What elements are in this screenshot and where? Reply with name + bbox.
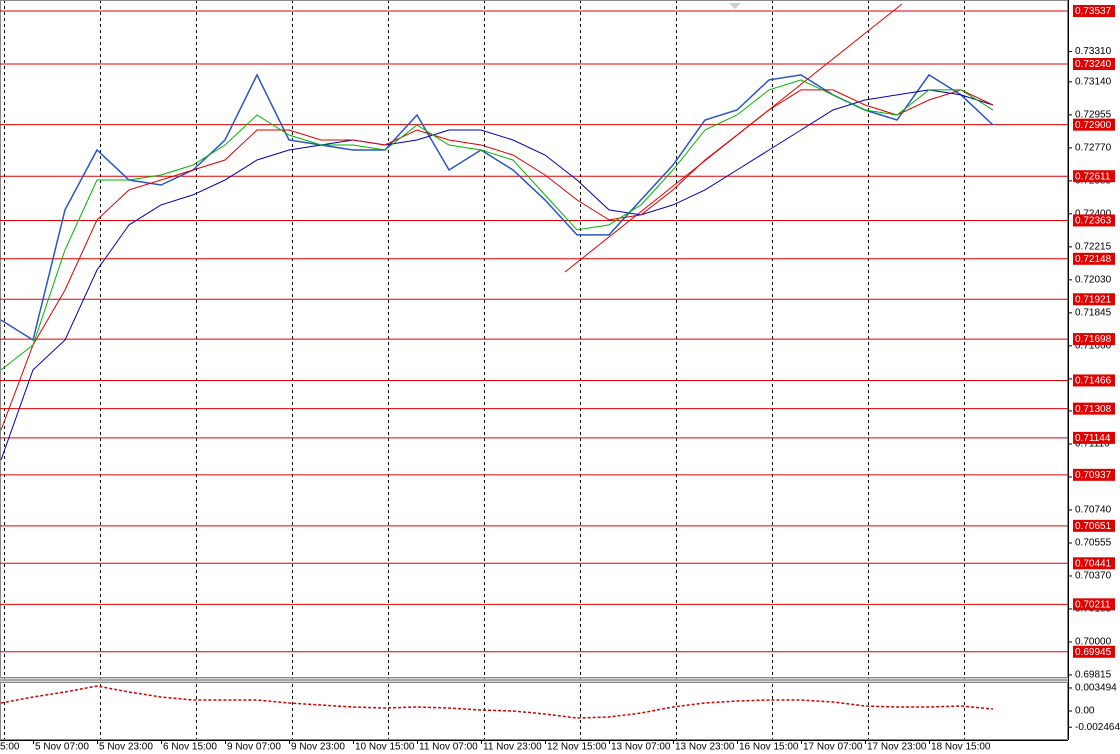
level-tag [1073,431,1115,444]
level-tag [1073,374,1115,387]
x-tick-label: 5:00 [0,742,20,753]
level-tag [1073,519,1115,532]
x-tick-label: 9 Nov 07:00 [227,742,281,753]
level-tag [1073,333,1115,346]
level-tag [1073,468,1115,481]
x-tick-label: 5 Nov 07:00 [35,742,89,753]
series-line [0,79,994,371]
y-tick-label: 0.003494 [1075,683,1117,694]
y-tick-label: 0.70370 [1075,571,1112,582]
x-tick-label: 13 Nov 23:00 [675,742,735,753]
level-label: 0.70937 [1075,470,1112,481]
x-tick-label: 12 Nov 15:00 [547,742,607,753]
y-tick-label: 0.71110 [1075,439,1110,450]
level-tag [1073,402,1115,415]
y-tick-label: -0.002464 [1075,722,1120,733]
y-tick-label: 0.72030 [1075,274,1112,285]
y-tick-label: 0.71660 [1075,340,1112,351]
x-tick-label: 10 Nov 15:00 [355,742,415,753]
level-label: 0.72148 [1075,254,1112,265]
level-label: 0.71144 [1075,433,1111,444]
y-tick-label: 0.71845 [1075,307,1112,318]
series-line [0,685,994,719]
y-tick-label: 0.69815 [1075,670,1112,681]
y-tick-label: 0.00 [1075,706,1095,717]
level-label: 0.69945 [1075,647,1112,658]
level-label: 0.72900 [1075,120,1112,131]
x-tick-label: 9 Nov 23:00 [291,742,345,753]
level-label: 0.70211 [1075,599,1111,610]
level-tag [1073,598,1115,611]
y-tick-label: 0.73140 [1075,76,1112,87]
y-tick-label: 0.73310 [1075,46,1112,57]
x-tick-label: 5 Nov 23:00 [99,742,153,753]
level-tag [1073,293,1115,306]
x-tick-label: 11 Nov 23:00 [483,742,542,753]
level-label: 0.71466 [1075,376,1112,387]
level-tag [1073,118,1115,131]
y-tick-label: 0.72400 [1075,208,1112,219]
shift-marker [729,3,741,9]
x-tick-label: 17 Nov 07:00 [803,742,863,753]
series-line [0,89,994,461]
y-tick-label: 0.72770 [1075,142,1112,153]
x-tick-label: 17 Nov 23:00 [867,742,927,753]
x-tick-label: 6 Nov 15:00 [163,742,217,753]
indicator-frame [0,682,1068,740]
level-tag [1073,58,1115,71]
y-tick-label: 0.70555 [1075,538,1112,549]
y-tick-label: 0.70000 [1075,637,1112,648]
level-tag [1073,252,1115,265]
level-tag [1073,214,1115,227]
x-tick-label: 13 Nov 07:00 [611,742,671,753]
level-label: 0.70441 [1075,558,1112,569]
level-label: 0.73537 [1075,6,1112,17]
level-label: 0.71698 [1075,334,1112,345]
series-line [0,89,994,431]
level-tag [1073,645,1115,658]
x-tick-label: 18 Nov 15:00 [931,742,991,753]
y-tick-label: 0.72215 [1075,241,1112,252]
y-tick-label: 0.70740 [1075,505,1112,516]
level-label: 0.71308 [1075,404,1112,415]
level-label: 0.72363 [1075,216,1112,227]
level-tag [1073,557,1115,570]
level-label: 0.70651 [1075,521,1112,532]
level-tag [1073,170,1115,183]
level-label: 0.72611 [1075,171,1111,182]
level-label: 0.73240 [1075,59,1112,70]
y-tick-label: 0.72955 [1075,109,1112,120]
x-tick-label: 16 Nov 15:00 [739,742,799,753]
x-tick-label: 11 Nov 07:00 [419,742,478,753]
level-tag [1073,5,1115,18]
price-line [0,73,994,342]
level-label: 0.71921 [1075,294,1112,305]
